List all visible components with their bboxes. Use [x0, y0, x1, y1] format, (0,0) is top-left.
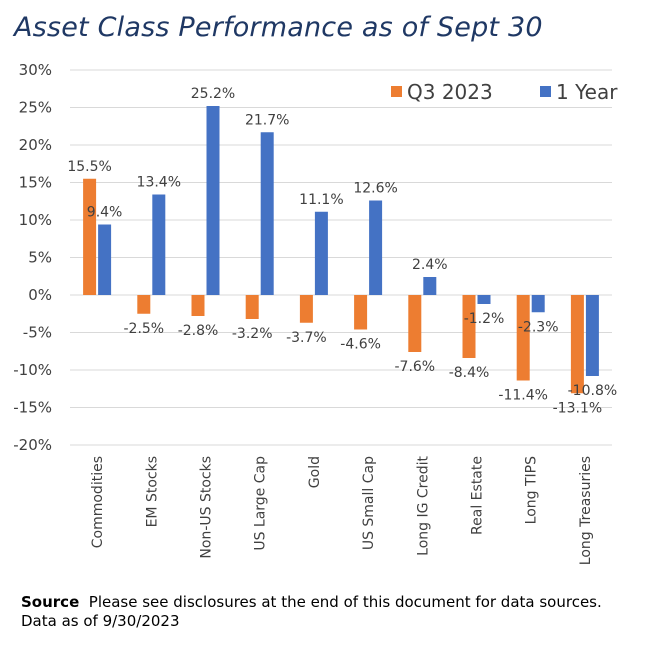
bar-1yr	[314, 211, 328, 295]
x-tick-label: Non-US Stocks	[199, 456, 215, 559]
bar-1yr	[369, 200, 383, 295]
data-label: -2.5%	[123, 321, 164, 337]
data-label: 11.1%	[299, 192, 343, 208]
y-tick-label: 0%	[28, 286, 52, 304]
bar-q3	[299, 295, 313, 323]
x-tick-label: US Large Cap	[253, 456, 269, 551]
bar-1yr	[98, 224, 112, 295]
y-tick-label: 5%	[28, 249, 52, 267]
bar-q3	[462, 295, 476, 358]
source-label: Source	[21, 593, 80, 611]
legend-swatch	[391, 86, 402, 97]
y-tick-label: -10%	[13, 361, 52, 379]
y-tick-label: 15%	[19, 174, 52, 192]
data-label: -7.6%	[394, 359, 435, 375]
bars	[83, 106, 599, 394]
bar-q3	[570, 295, 584, 394]
bar-1yr	[260, 132, 274, 295]
data-label: -11.4%	[498, 388, 548, 404]
bar-q3	[245, 295, 259, 319]
data-label: -3.2%	[232, 326, 273, 342]
data-label: -1.2%	[464, 311, 505, 327]
data-label: 12.6%	[353, 181, 397, 197]
bar-1yr	[585, 295, 599, 376]
bar-q3	[83, 178, 97, 295]
data-label: 2.4%	[412, 257, 448, 273]
data-labels: 15.5% 9.4% -2.5% 13.4% -2.8% 25.2% -3.2% 21.7% -…	[67, 86, 617, 416]
legend-label: Q3 2023	[407, 80, 493, 104]
data-label: 13.4%	[137, 175, 181, 191]
y-tick-label: -5%	[23, 324, 52, 342]
data-label: 21.7%	[245, 112, 289, 128]
legend-label: 1 Year	[556, 80, 618, 104]
x-tick-label: Long TIPS	[524, 456, 540, 524]
data-label: 25.2%	[191, 86, 235, 102]
bar-q3	[354, 295, 368, 330]
data-label: -2.8%	[178, 323, 219, 339]
bar-q3	[408, 295, 422, 352]
bar-1yr	[206, 106, 220, 295]
data-label: 9.4%	[87, 205, 123, 221]
chart-title: Asset Class Performance as of Sept 30	[14, 12, 543, 43]
y-tick-label: 20%	[19, 136, 52, 154]
data-label: -2.3%	[518, 319, 559, 335]
y-tick-label: -15%	[13, 399, 52, 417]
data-label: -10.8%	[568, 383, 618, 399]
bar-1yr	[152, 194, 166, 295]
x-tick-label: Commodities	[90, 456, 106, 548]
bar-q3	[137, 295, 151, 314]
bar-q3	[516, 295, 530, 381]
x-tick-label: EM Stocks	[144, 456, 160, 527]
x-tick-label: Long IG Credit	[415, 455, 431, 555]
y-tick-label: 30%	[19, 61, 52, 79]
data-label: -4.6%	[340, 337, 381, 353]
x-tick-label: Real Estate	[470, 456, 486, 535]
bar-chart: 30% 25% 20% 15% 10% 5% 0% -5% -10% -15% -20% 15.5%…	[13, 61, 618, 565]
bar-1yr	[423, 277, 437, 295]
y-tick-label: 10%	[19, 211, 52, 229]
data-label: 15.5%	[67, 159, 111, 175]
bar-q3	[191, 295, 205, 316]
data-label: -3.7%	[286, 330, 327, 346]
data-label: -8.4%	[449, 365, 490, 381]
x-tick-label: US Small Cap	[361, 456, 377, 550]
source-date: Data as of 9/30/2023	[21, 612, 180, 630]
bar-1yr	[531, 295, 545, 313]
y-tick-label: 25%	[19, 99, 52, 117]
bar-1yr	[477, 295, 491, 304]
x-tick-label: Long Treasuries	[578, 456, 594, 565]
source-note: Source Please see disclosures at the end…	[21, 593, 602, 631]
x-axis-labels: Commodities EM Stocks Non-US Stocks US Larg…	[90, 455, 594, 565]
x-tick-label: Gold	[307, 456, 323, 488]
gridlines	[70, 69, 612, 446]
data-label: -13.1%	[553, 400, 603, 416]
source-text: Please see disclosures at the end of thi…	[88, 593, 602, 611]
y-tick-label: -20%	[13, 436, 52, 454]
legend: Q3 2023 1 Year	[391, 80, 618, 104]
legend-swatch	[540, 86, 551, 97]
y-axis-ticks: 30% 25% 20% 15% 10% 5% 0% -5% -10% -15% -20%	[13, 61, 52, 454]
